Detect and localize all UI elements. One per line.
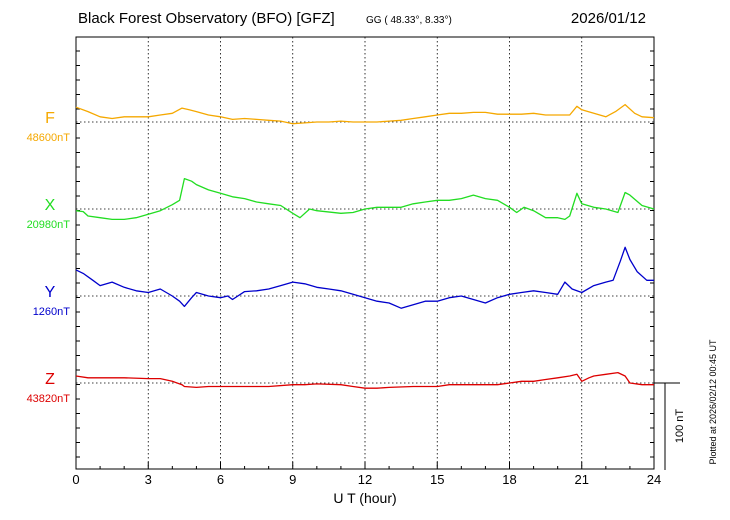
x-tick-label: 21 — [575, 472, 589, 487]
series-z-baseline-label: 43820nT — [27, 393, 71, 405]
series-z-name: Z — [45, 371, 55, 388]
x-tick-label: 24 — [647, 472, 661, 487]
chart-date: 2026/01/12 — [570, 10, 646, 27]
x-tick-label: 15 — [430, 472, 444, 487]
series-f-name: F — [45, 110, 55, 127]
x-tick-label: 6 — [217, 472, 224, 487]
x-tick-label: 3 — [145, 472, 152, 487]
series-z-line — [75, 371, 654, 389]
plotted-at-note: Plotted at 2026/02/12 00:45 UT — [708, 339, 718, 465]
series-x-line — [75, 177, 655, 221]
scale-bar-label: 100 nT — [674, 409, 686, 444]
series-y-line — [75, 246, 654, 309]
series-y-name: Y — [45, 284, 56, 301]
station-coordinates: GG ( 48.33°, 8.33°) — [366, 15, 452, 26]
x-tick-label: 18 — [502, 472, 516, 487]
x-tick-label: 12 — [358, 472, 372, 487]
chart-title: Black Forest Observatory (BFO) [GFZ] — [78, 10, 335, 27]
series-x-name: X — [45, 197, 56, 214]
x-tick-label: 0 — [72, 472, 79, 487]
x-axis-label: U T (hour) — [333, 490, 396, 506]
series-y-baseline-label: 1260nT — [33, 306, 71, 318]
x-tick-label: 9 — [289, 472, 296, 487]
series-f-baseline-label: 48600nT — [27, 132, 71, 144]
series-x-baseline-label: 20980nT — [27, 219, 71, 231]
series-f-line — [75, 103, 655, 125]
